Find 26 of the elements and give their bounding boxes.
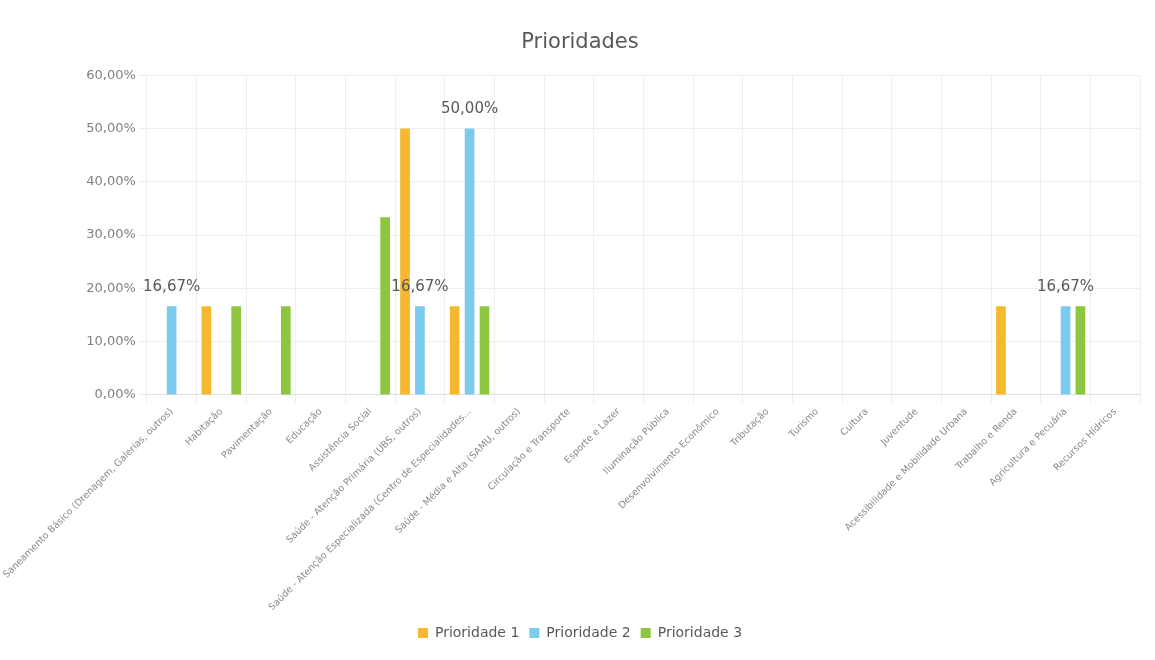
legend-label: Prioridade 3: [657, 623, 743, 640]
y-tick-label: 30,00%: [86, 226, 136, 242]
y-tick-label: 10,00%: [86, 333, 136, 349]
y-tick-label: 40,00%: [86, 173, 136, 189]
bar: [281, 306, 291, 395]
y-tick-label: 20,00%: [86, 279, 136, 295]
chart-title: Prioridades: [521, 29, 639, 54]
y-tick-label: 0,00%: [94, 386, 136, 402]
y-tick-label: 60,00%: [86, 66, 136, 82]
bar: [201, 306, 212, 395]
legend-label: Prioridade 1: [434, 623, 520, 640]
y-tick-label: 50,00%: [86, 119, 136, 135]
bar: [231, 306, 242, 395]
bar: [996, 306, 1006, 395]
legend-label: Prioridade 2: [546, 623, 631, 640]
bar: [479, 306, 490, 395]
bar: [464, 128, 475, 395]
bar: [166, 306, 177, 395]
bar: [380, 217, 391, 395]
bar: [1060, 306, 1071, 395]
data-label: 16,67%: [143, 276, 201, 295]
bar: [449, 306, 460, 395]
bar: [1075, 306, 1086, 395]
bar: [415, 306, 425, 395]
data-label: 50,00%: [440, 98, 499, 117]
data-label: 16,67%: [1036, 276, 1095, 295]
